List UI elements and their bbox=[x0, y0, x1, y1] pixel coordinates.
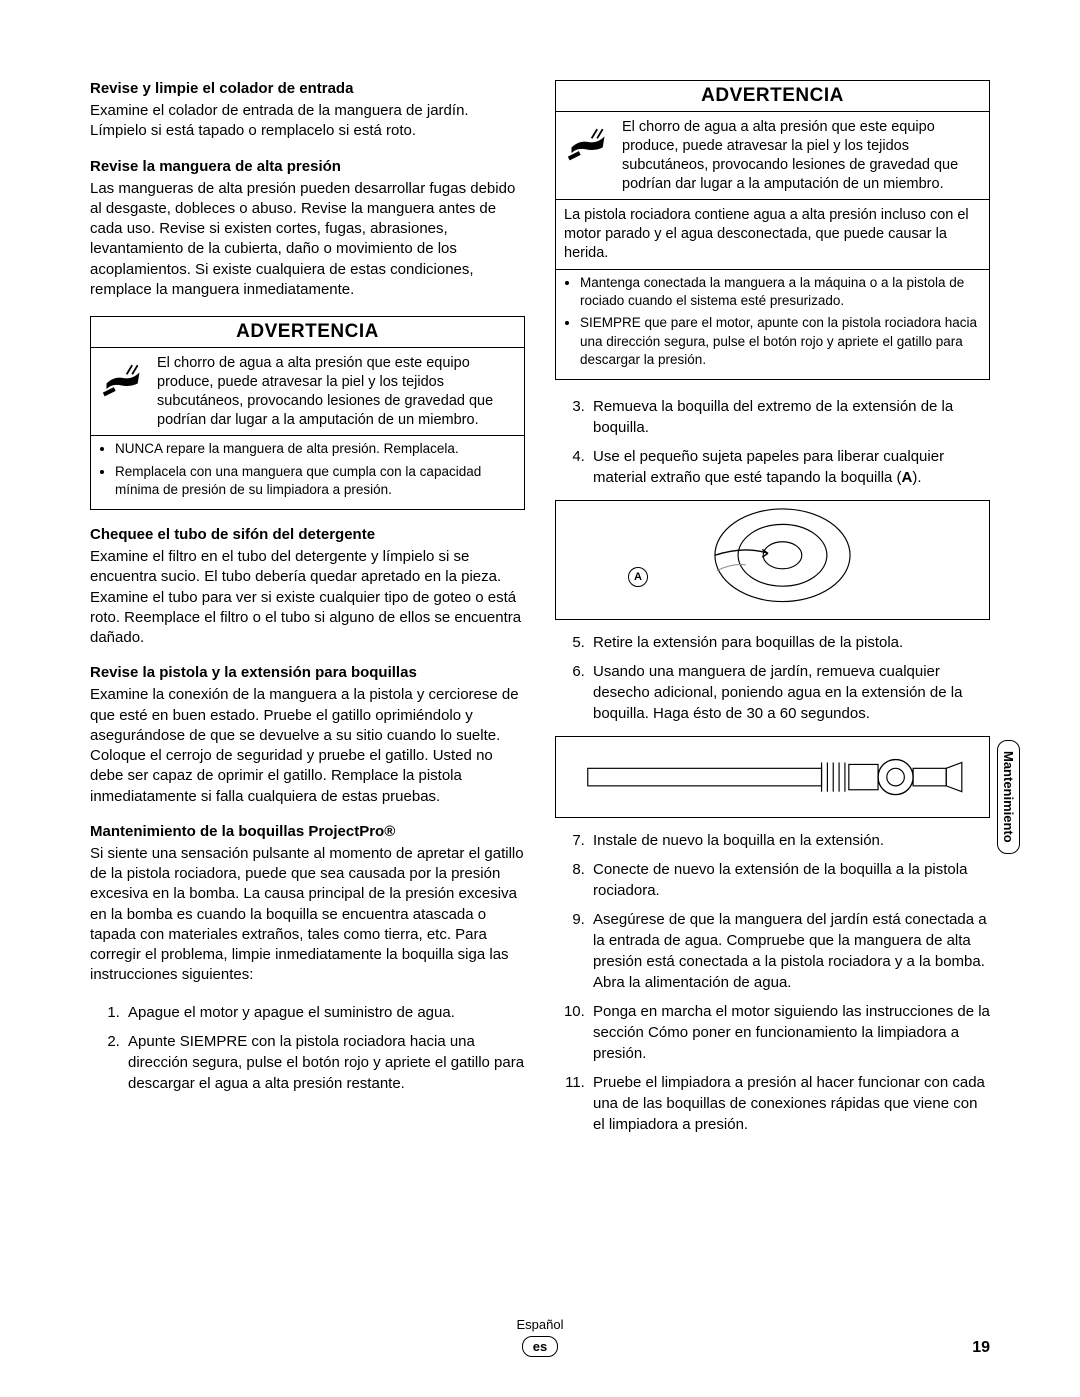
footer-language-full: Español bbox=[0, 1317, 1080, 1332]
heading-s5: Mantenimiento de la boquillas ProjectPro… bbox=[90, 823, 525, 840]
step-4-bold: A bbox=[902, 469, 913, 486]
footer-language-code: es bbox=[522, 1336, 558, 1357]
nozzle-callout-label: A bbox=[628, 567, 648, 587]
page-content: Revise y limpie el colador de entrada Ex… bbox=[0, 0, 1080, 1207]
warning-bullet: SIEMPRE que pare el motor, apunte con la… bbox=[580, 314, 979, 369]
warning-title-2: ADVERTENCIA bbox=[556, 81, 989, 112]
body-s5: Si siente una sensación pulsante al mome… bbox=[90, 844, 525, 986]
step-5: Retire la extensión para boquillas de la… bbox=[589, 632, 990, 653]
warning-bullet: NUNCA repare la manguera de alta presión… bbox=[115, 440, 514, 458]
step-4-a: Use el pequeño sujeta papeles para liber… bbox=[593, 448, 944, 486]
body-s2: Las mangueras de alta presión pueden des… bbox=[90, 179, 525, 301]
left-column: Revise y limpie el colador de entrada Ex… bbox=[90, 80, 525, 1147]
steps-right-b: Retire la extensión para boquillas de la… bbox=[555, 632, 990, 724]
step-9: Asegúrese de que la manguera del jardín … bbox=[589, 909, 990, 993]
figure-nozzle: A bbox=[555, 500, 990, 620]
step-10: Ponga en marcha el motor siguiendo las i… bbox=[589, 1001, 990, 1064]
warning-text-2a: El chorro de agua a alta presión que est… bbox=[622, 118, 981, 193]
heading-s3: Chequee el tubo de sifón del detergente bbox=[90, 526, 525, 543]
heading-s1: Revise y limpie el colador de entrada bbox=[90, 80, 525, 97]
body-s4: Examine la conexión de la manguera a la … bbox=[90, 685, 525, 807]
injection-hazard-icon bbox=[99, 354, 147, 402]
body-s3: Examine el filtro en el tubo del deterge… bbox=[90, 547, 525, 648]
warning-box-2: ADVERTENCIA El chorro de agua a alta pre… bbox=[555, 80, 990, 380]
page-number: 19 bbox=[972, 1339, 990, 1357]
warning-bullet: Mantenga conectada la manguera a la máqu… bbox=[580, 274, 979, 310]
steps-left: Apague el motor y apague el suministro d… bbox=[90, 1002, 525, 1094]
steps-right-c: Instale de nuevo la boquilla en la exten… bbox=[555, 830, 990, 1135]
step-6: Usando una manguera de jardín, remueva c… bbox=[589, 661, 990, 724]
step-11: Pruebe el limpiadora a presión al hacer … bbox=[589, 1072, 990, 1135]
warning-text-2b: La pistola rociadora contiene agua a alt… bbox=[564, 206, 981, 263]
warning-title-1: ADVERTENCIA bbox=[91, 317, 524, 348]
step-4-b: ). bbox=[912, 469, 921, 486]
step-2: Apunte SIEMPRE con la pistola rociadora … bbox=[124, 1031, 525, 1094]
step-1: Apague el motor y apague el suministro d… bbox=[124, 1002, 525, 1023]
step-7: Instale de nuevo la boquilla en la exten… bbox=[589, 830, 990, 851]
step-8: Conecte de nuevo la extensión de la boqu… bbox=[589, 859, 990, 901]
figure-hose bbox=[555, 736, 990, 818]
warning-bullet: Remplacela con una manguera que cumpla c… bbox=[115, 463, 514, 499]
section-tab: Mantenimiento bbox=[997, 740, 1020, 854]
heading-s2: Revise la manguera de alta presión bbox=[90, 158, 525, 175]
step-4: Use el pequeño sujeta papeles para liber… bbox=[589, 446, 990, 488]
injection-hazard-icon bbox=[564, 118, 612, 166]
right-column: ADVERTENCIA El chorro de agua a alta pre… bbox=[555, 80, 990, 1147]
warning-bullets-2: Mantenga conectada la manguera a la máqu… bbox=[556, 269, 989, 379]
heading-s4: Revise la pistola y la extensión para bo… bbox=[90, 664, 525, 681]
warning-text-1: El chorro de agua a alta presión que est… bbox=[157, 354, 516, 429]
body-s1: Examine el colador de entrada de la mang… bbox=[90, 101, 525, 142]
footer: Español es bbox=[0, 1317, 1080, 1357]
warning-bullets-1: NUNCA repare la manguera de alta presión… bbox=[91, 435, 524, 509]
steps-right-a: Remueva la boquilla del extremo de la ex… bbox=[555, 396, 990, 488]
step-3: Remueva la boquilla del extremo de la ex… bbox=[589, 396, 990, 438]
warning-box-1: ADVERTENCIA El chorro de agua a alta pre… bbox=[90, 316, 525, 510]
